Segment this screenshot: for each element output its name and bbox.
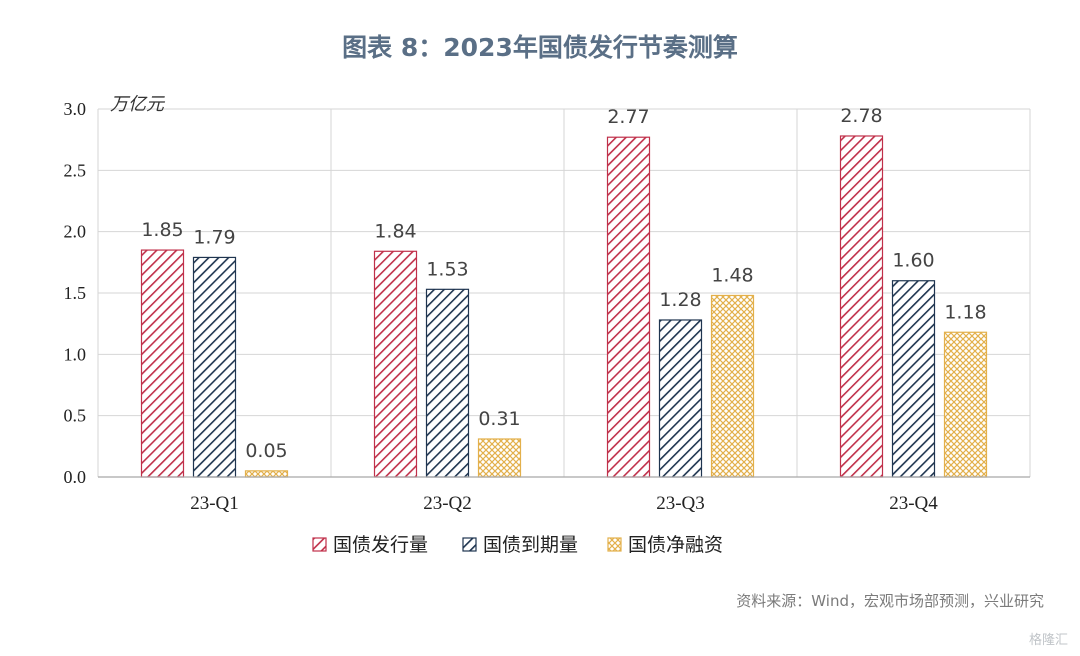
bar-23-Q2-国债到期量 [425, 288, 470, 478]
y-tick-label: 2.0 [64, 222, 87, 242]
y-tick-label: 2.5 [64, 160, 87, 180]
x-tick-label: 23-Q2 [423, 493, 472, 514]
bar-23-Q1-国债发行量 [140, 249, 185, 478]
y-tick-label: 0.0 [64, 467, 87, 487]
y-tick-label: 1.0 [64, 344, 87, 364]
bar-23-Q4-国债净融资 [943, 331, 988, 478]
y-tick-label: 3.0 [64, 99, 87, 119]
bar-23-Q3-国债到期量 [658, 319, 703, 478]
x-tick-label: 23-Q4 [889, 493, 938, 514]
bar-23-Q4-国债发行量 [839, 135, 884, 478]
chart-title: 图表 8：2023年国债发行节奏测算 [342, 33, 738, 62]
bar-23-Q1-国债净融资 [244, 470, 289, 478]
legend-swatch-1 [462, 537, 477, 552]
legend-label: 国债发行量 [333, 534, 428, 556]
data-label: 0.31 [478, 408, 520, 430]
watermark-logo: 格隆汇 [1028, 633, 1068, 648]
data-label: 1.18 [944, 301, 986, 323]
legend-swatch-2 [607, 537, 622, 552]
x-tick-label: 23-Q3 [656, 493, 705, 514]
bar-23-Q1-国债到期量 [192, 256, 237, 478]
y-tick-label: 1.5 [64, 283, 87, 303]
x-tick-label: 23-Q1 [190, 493, 239, 514]
bar-23-Q4-国债到期量 [891, 280, 936, 478]
legend-swatch-0 [312, 537, 327, 552]
data-label: 2.77 [607, 106, 649, 128]
legend-label: 国债净融资 [628, 534, 723, 556]
data-label: 1.53 [426, 258, 468, 280]
bar-23-Q2-国债净融资 [477, 438, 522, 478]
data-label: 1.79 [193, 226, 235, 248]
data-label: 2.78 [840, 105, 882, 127]
data-label: 1.85 [141, 219, 183, 241]
bar-23-Q3-国债净融资 [710, 294, 755, 478]
y-tick-label: 0.5 [64, 406, 87, 426]
data-label: 1.60 [892, 250, 934, 272]
source-note: 资料来源：Wind，宏观市场部预测，兴业研究 [736, 592, 1044, 610]
data-label: 1.48 [711, 264, 753, 286]
bar-23-Q2-国债发行量 [373, 250, 418, 478]
data-label: 1.84 [374, 220, 416, 242]
y-unit-label: 万亿元 [110, 94, 166, 115]
data-label: 0.05 [245, 440, 287, 462]
bar-23-Q3-国债发行量 [606, 136, 651, 478]
data-label: 1.28 [659, 289, 701, 311]
legend-label: 国债到期量 [483, 534, 578, 556]
